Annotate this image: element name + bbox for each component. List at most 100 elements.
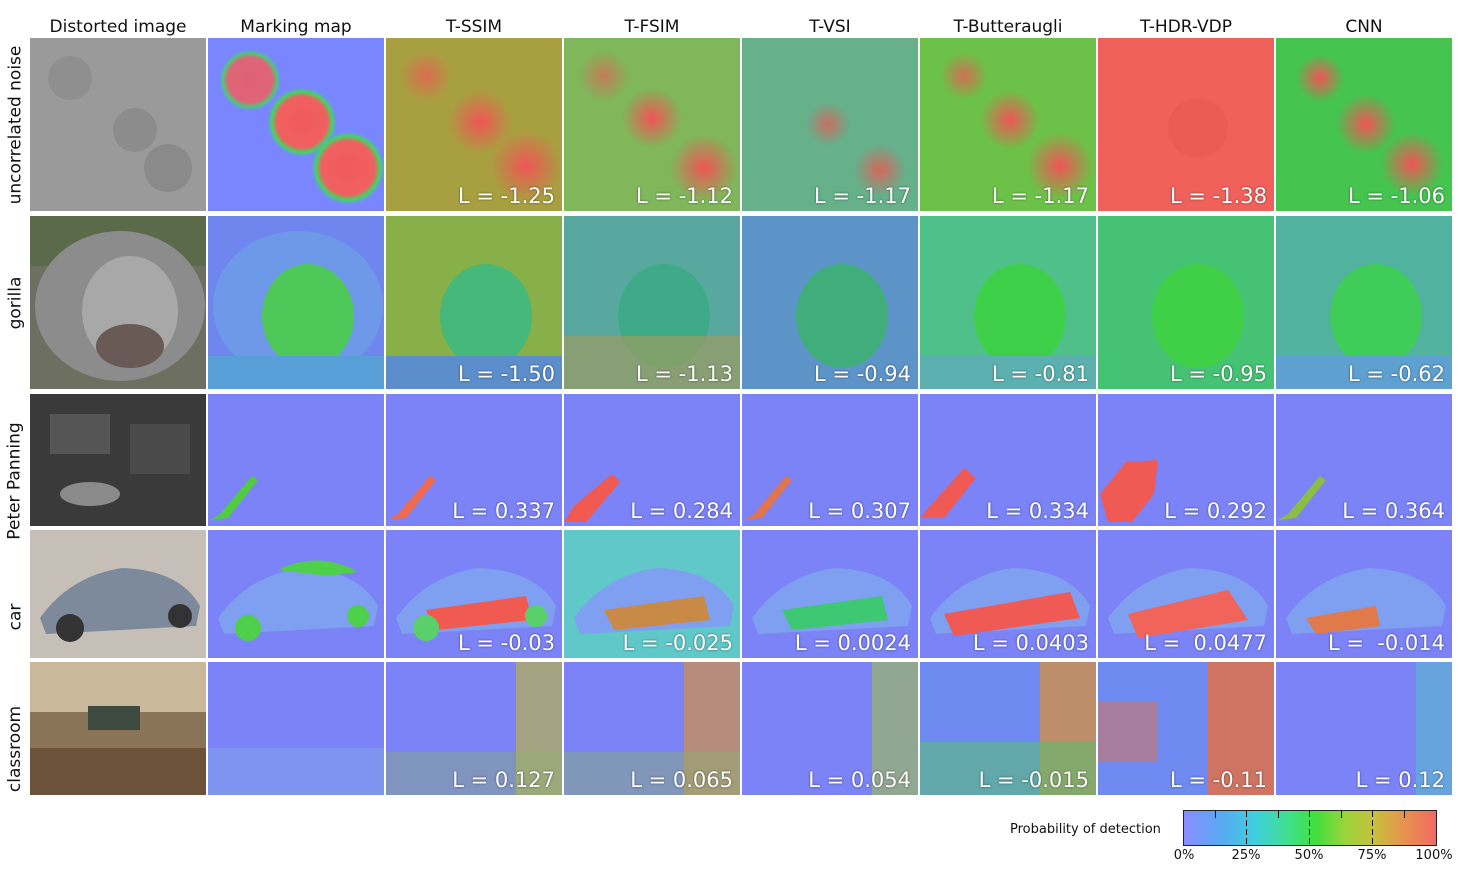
- image-peter-panning-marking: [208, 394, 384, 526]
- image-car-t-fsim: L = -0.025: [564, 530, 740, 658]
- noise-t-ssim-picture: [386, 38, 562, 211]
- column-header-t-vsi: T-VSI: [809, 17, 851, 37]
- noise-t-hdr-vdp-picture: [1098, 38, 1274, 211]
- classroom-t-hdr-vdp-picture: [1098, 662, 1274, 795]
- image-classroom-t-ssim: L = 0.127: [386, 662, 562, 795]
- score-classroom-t-fsim: L = 0.065: [630, 768, 733, 792]
- image-car-t-hdr-vdp: L = 0.0477: [1098, 530, 1274, 658]
- legend-minor-tick: [1404, 811, 1406, 818]
- image-peter-panning-t-vsi: L = 0.307: [742, 394, 918, 526]
- image-noise-marking: [208, 38, 384, 211]
- image-gorilla-cnn: L = -0.62: [1276, 216, 1452, 389]
- score-gorilla-t-vsi: L = -0.94: [814, 362, 911, 386]
- score-noise-t-vsi: L = -1.17: [814, 184, 911, 208]
- image-gorilla-t-hdr-vdp: L = -0.95: [1098, 216, 1274, 389]
- legend-minor-tick: [1278, 811, 1280, 818]
- score-peter-panning-cnn: L = 0.364: [1342, 499, 1445, 523]
- score-gorilla-t-ssim: L = -1.50: [458, 362, 555, 386]
- score-peter-panning-t-butteraugli: L = 0.334: [986, 499, 1089, 523]
- image-noise-t-ssim: L = -1.25: [386, 38, 562, 211]
- image-car-cnn: L = -0.014: [1276, 530, 1452, 658]
- row-label-gorilla: gorilla: [5, 276, 25, 329]
- noise-cnn-picture: [1276, 38, 1452, 211]
- image-gorilla-t-ssim: L = -1.50: [386, 216, 562, 389]
- column-header-t-ssim: T-SSIM: [445, 17, 503, 37]
- image-classroom-t-vsi: L = 0.054: [742, 662, 918, 795]
- image-peter-panning-cnn: L = 0.364: [1276, 394, 1452, 526]
- row-label-classroom: classroom: [5, 705, 25, 792]
- image-peter-panning-t-butteraugli: L = 0.334: [920, 394, 1096, 526]
- image-noise-t-fsim: L = -1.12: [564, 38, 740, 211]
- score-car-t-hdr-vdp: L = 0.0477: [1144, 631, 1267, 655]
- noise-t-fsim-picture: [564, 38, 740, 211]
- score-car-t-butteraugli: L = 0.0403: [972, 631, 1089, 655]
- image-noise-t-vsi: L = -1.17: [742, 38, 918, 211]
- score-classroom-t-ssim: L = 0.127: [452, 768, 555, 792]
- column-header-t-fsim: T-FSIM: [624, 17, 680, 37]
- image-classroom-distorted: [30, 662, 206, 795]
- gorilla-distorted-picture: [30, 216, 206, 389]
- score-noise-t-ssim: L = -1.25: [458, 184, 555, 208]
- score-noise-t-fsim: L = -1.12: [636, 184, 733, 208]
- gorilla-cnn-picture: [1276, 216, 1452, 389]
- image-classroom-marking: [208, 662, 384, 795]
- image-peter-panning-distorted: [30, 394, 206, 526]
- car-distorted-picture: [30, 530, 206, 658]
- peter-panning-t-fsim-picture: [564, 394, 740, 526]
- image-gorilla-t-fsim: L = -1.13: [564, 216, 740, 389]
- score-car-t-ssim: L = -0.03: [458, 631, 555, 655]
- score-classroom-t-butteraugli: L = -0.015: [978, 768, 1089, 792]
- car-t-vsi-picture: [742, 530, 918, 658]
- score-classroom-cnn: L = 0.12: [1355, 768, 1445, 792]
- image-gorilla-distorted: [30, 216, 206, 389]
- classroom-t-ssim-picture: [386, 662, 562, 795]
- car-t-butteraugli-picture: [920, 530, 1096, 658]
- image-classroom-t-fsim: L = 0.065: [564, 662, 740, 795]
- image-classroom-t-hdr-vdp: L = -0.11: [1098, 662, 1274, 795]
- legend-tick-75: [1372, 811, 1374, 845]
- car-marking-picture: [208, 530, 384, 658]
- noise-t-butteraugli-picture: [920, 38, 1096, 211]
- image-car-t-butteraugli: L = 0.0403: [920, 530, 1096, 658]
- image-car-t-ssim: L = -0.03: [386, 530, 562, 658]
- score-car-t-fsim: L = -0.025: [622, 631, 733, 655]
- peter-panning-t-hdr-vdp-picture: [1098, 394, 1274, 526]
- image-gorilla-marking: [208, 216, 384, 389]
- score-peter-panning-t-fsim: L = 0.284: [630, 499, 733, 523]
- gorilla-marking-picture: [208, 216, 384, 389]
- noise-t-vsi-picture: [742, 38, 918, 211]
- score-car-cnn: L = -0.014: [1327, 631, 1445, 655]
- score-peter-panning-t-ssim: L = 0.337: [452, 499, 555, 523]
- image-car-t-vsi: L = 0.0024: [742, 530, 918, 658]
- image-car-distorted: [30, 530, 206, 658]
- peter-panning-cnn-picture: [1276, 394, 1452, 526]
- legend-minor-tick: [1215, 811, 1217, 818]
- car-t-hdr-vdp-picture: [1098, 530, 1274, 658]
- score-gorilla-t-hdr-vdp: L = -0.95: [1170, 362, 1267, 386]
- image-noise-t-butteraugli: L = -1.17: [920, 38, 1096, 211]
- image-car-marking: [208, 530, 384, 658]
- peter-panning-marking-picture: [208, 394, 384, 526]
- peter-panning-t-vsi-picture: [742, 394, 918, 526]
- legend-colorbar: [1183, 810, 1437, 846]
- image-peter-panning-t-ssim: L = 0.337: [386, 394, 562, 526]
- peter-panning-t-ssim-picture: [386, 394, 562, 526]
- classroom-marking-picture: [208, 662, 384, 795]
- score-noise-t-hdr-vdp: L = -1.38: [1170, 184, 1267, 208]
- image-noise-distorted: [30, 38, 206, 211]
- score-peter-panning-t-hdr-vdp: L = 0.292: [1164, 499, 1267, 523]
- gorilla-t-fsim-picture: [564, 216, 740, 389]
- image-noise-cnn: L = -1.06: [1276, 38, 1452, 211]
- legend-tick-25: [1246, 811, 1248, 845]
- image-classroom-t-butteraugli: L = -0.015: [920, 662, 1096, 795]
- legend-tick-label-50: 50%: [1294, 848, 1324, 863]
- classroom-t-fsim-picture: [564, 662, 740, 795]
- legend-tick-label-100: 100%: [1415, 848, 1453, 863]
- column-header-cnn: CNN: [1345, 17, 1383, 37]
- score-gorilla-cnn: L = -0.62: [1348, 362, 1445, 386]
- legend-tick-label-75: 75%: [1357, 848, 1387, 863]
- car-t-fsim-picture: [564, 530, 740, 658]
- row-label-uncorrelated-noise: uncorrelated noise: [5, 45, 25, 204]
- classroom-distorted-picture: [30, 662, 206, 795]
- score-peter-panning-t-vsi: L = 0.307: [808, 499, 911, 523]
